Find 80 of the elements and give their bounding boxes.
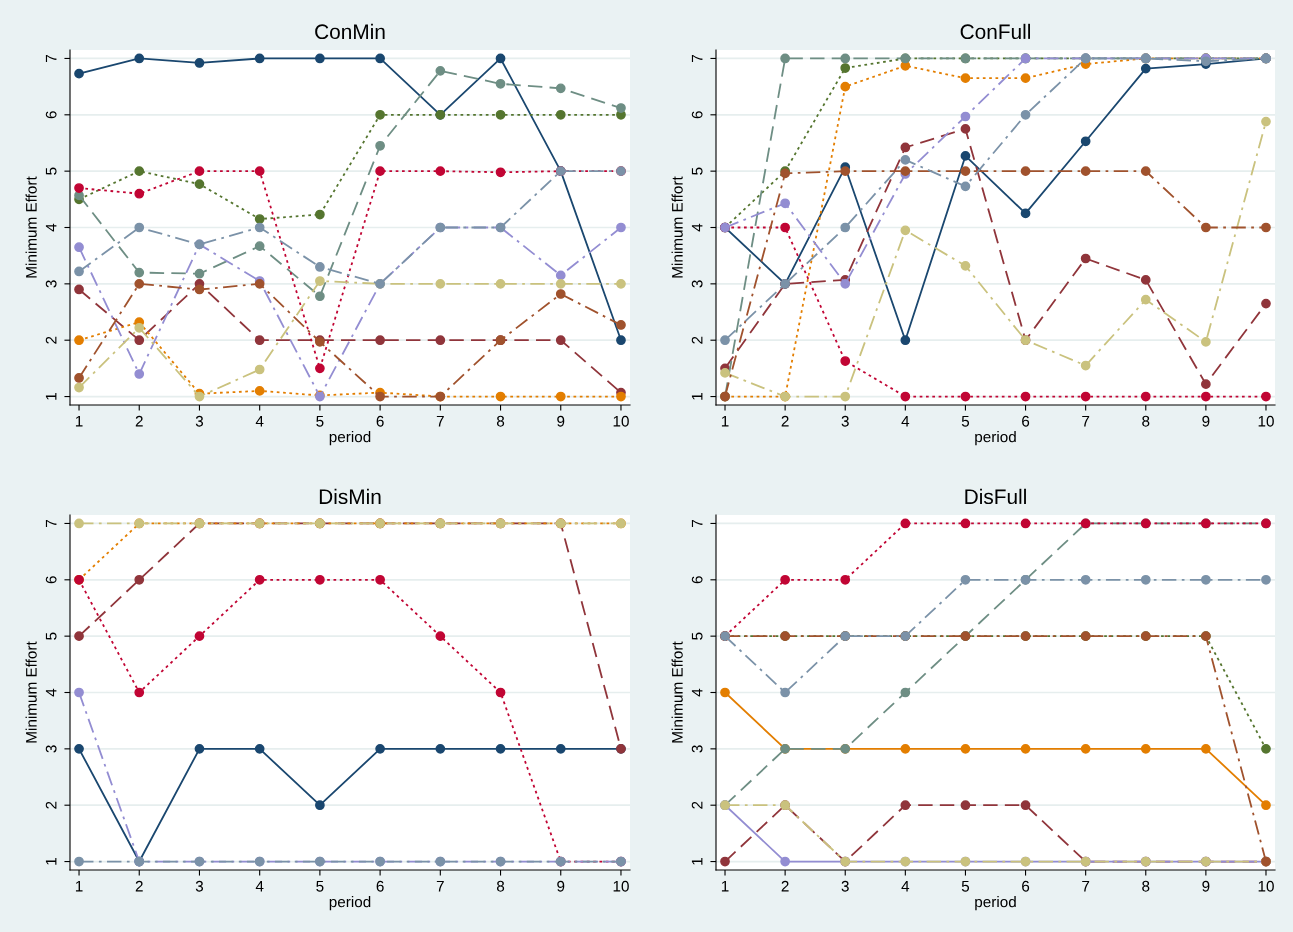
x-tick-label: 3 — [195, 415, 204, 427]
x-tick-label: 6 — [1022, 880, 1030, 892]
x-tick-label: 5 — [316, 880, 324, 892]
x-tick-label: 10 — [1258, 415, 1274, 427]
x-tick-label: 4 — [901, 880, 910, 892]
x-tick-label: 3 — [841, 880, 849, 892]
x-axis-title: period — [975, 896, 1016, 911]
y-tick-label: 6 — [691, 576, 703, 584]
x-tick-label: 1 — [721, 880, 729, 892]
x-tick-label: 8 — [1142, 880, 1150, 892]
x-tick-label: 4 — [255, 880, 264, 892]
x-tick-label: 8 — [496, 880, 505, 892]
x-tick-label: 4 — [901, 415, 910, 427]
x-tick-label: 9 — [557, 880, 565, 892]
x-tick-label: 9 — [1202, 880, 1210, 892]
x-tick-label: 6 — [1022, 415, 1030, 427]
y-tick-label: 4 — [45, 223, 57, 232]
y-tick-label: 5 — [45, 632, 57, 640]
y-tick-label: 4 — [691, 688, 703, 697]
y-tick-label: 2 — [691, 336, 703, 344]
x-tick-label: 3 — [195, 880, 204, 892]
y-tick-label: 2 — [45, 801, 57, 809]
x-tick-label: 9 — [1202, 415, 1210, 427]
y-tick-label: 2 — [691, 801, 703, 809]
y-tick-label: 3 — [691, 280, 703, 288]
x-tick-label: 2 — [135, 415, 143, 427]
y-axis-title: Minimum Effort — [25, 641, 37, 743]
x-tick-label: 2 — [781, 880, 789, 892]
x-tick-label: 10 — [1258, 880, 1274, 892]
x-tick-label: 2 — [781, 415, 789, 427]
chart-title: ConFull — [960, 23, 1030, 40]
x-tick-label: 9 — [557, 415, 565, 427]
y-tick-label: 5 — [691, 632, 703, 640]
x-tick-label: 7 — [1082, 880, 1090, 892]
x-tick-label: 8 — [496, 415, 505, 427]
y-tick-label: 3 — [45, 745, 57, 753]
y-tick-label: 7 — [691, 519, 703, 527]
y-axis-title: Minimum Effort — [25, 176, 37, 278]
x-tick-label: 8 — [1142, 415, 1150, 427]
y-tick-label: 5 — [45, 167, 57, 175]
x-tick-label: 10 — [613, 880, 629, 892]
x-tick-label: 5 — [961, 415, 970, 427]
x-tick-label: 1 — [75, 415, 83, 427]
y-axis-title: Minimum Effort — [671, 176, 683, 278]
y-tick-label: 3 — [691, 745, 703, 753]
y-tick-label: 3 — [45, 280, 57, 288]
y-tick-label: 6 — [45, 111, 57, 119]
y-axis-title: Minimum Effort — [671, 641, 683, 743]
x-axis-title: period — [975, 431, 1016, 446]
y-tick-label: 4 — [45, 688, 57, 697]
x-tick-label: 1 — [721, 415, 729, 427]
x-tick-label: 7 — [436, 415, 444, 427]
x-tick-label: 6 — [376, 415, 384, 427]
y-tick-label: 1 — [45, 858, 57, 865]
x-axis-title: period — [329, 896, 371, 911]
x-tick-label: 1 — [75, 880, 83, 892]
x-tick-label: 6 — [376, 880, 384, 892]
y-tick-label: 6 — [691, 111, 703, 119]
x-tick-label: 10 — [613, 415, 629, 427]
x-tick-label: 4 — [255, 415, 264, 427]
x-tick-label: 7 — [1082, 415, 1090, 427]
y-tick-label: 1 — [691, 858, 703, 865]
x-tick-label: 3 — [841, 415, 849, 427]
y-tick-label: 4 — [691, 223, 703, 232]
chart-title: DisFull — [965, 488, 1026, 505]
y-tick-label: 6 — [45, 576, 57, 584]
x-tick-label: 2 — [135, 880, 143, 892]
x-tick-label: 5 — [316, 415, 324, 427]
y-tick-label: 7 — [45, 54, 57, 62]
y-tick-label: 7 — [45, 519, 57, 527]
chart-title: ConMin — [315, 23, 385, 40]
y-tick-label: 2 — [45, 336, 57, 344]
x-tick-label: 5 — [961, 880, 970, 892]
y-tick-label: 7 — [691, 54, 703, 62]
x-axis-title: period — [329, 431, 371, 446]
y-tick-label: 1 — [45, 393, 57, 400]
chart-title: DisMin — [319, 488, 381, 505]
x-tick-label: 7 — [436, 880, 444, 892]
y-tick-label: 5 — [691, 167, 703, 175]
y-tick-label: 1 — [691, 393, 703, 400]
